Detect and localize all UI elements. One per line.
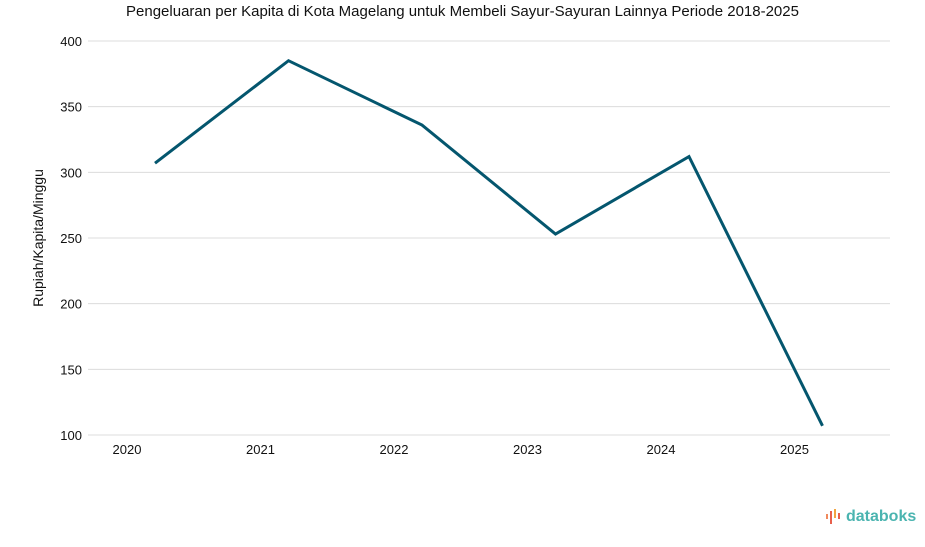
x-tick-label: 2025 bbox=[780, 442, 809, 457]
y-tick-label: 300 bbox=[60, 165, 82, 180]
y-tick-label: 250 bbox=[60, 231, 82, 246]
logo-text: databoks bbox=[846, 508, 917, 525]
y-tick-label: 400 bbox=[60, 34, 82, 49]
y-tick-label: 200 bbox=[60, 297, 82, 312]
y-tick-label: 150 bbox=[60, 362, 82, 377]
databoks-logo: databoks bbox=[825, 508, 916, 526]
logo-bars-icon bbox=[826, 509, 840, 524]
y-tick-label: 100 bbox=[60, 428, 82, 443]
x-tick-label: 2021 bbox=[246, 442, 275, 457]
y-tick-label: 350 bbox=[60, 100, 82, 115]
series-line bbox=[154, 58, 824, 427]
chart-title: Pengeluaran per Kapita di Kota Magelang … bbox=[126, 3, 799, 20]
x-tick-label: 2020 bbox=[113, 442, 142, 457]
x-tick-label: 2022 bbox=[380, 442, 409, 457]
x-tick-label: 2023 bbox=[513, 442, 542, 457]
x-tick-label: 2024 bbox=[647, 442, 676, 457]
